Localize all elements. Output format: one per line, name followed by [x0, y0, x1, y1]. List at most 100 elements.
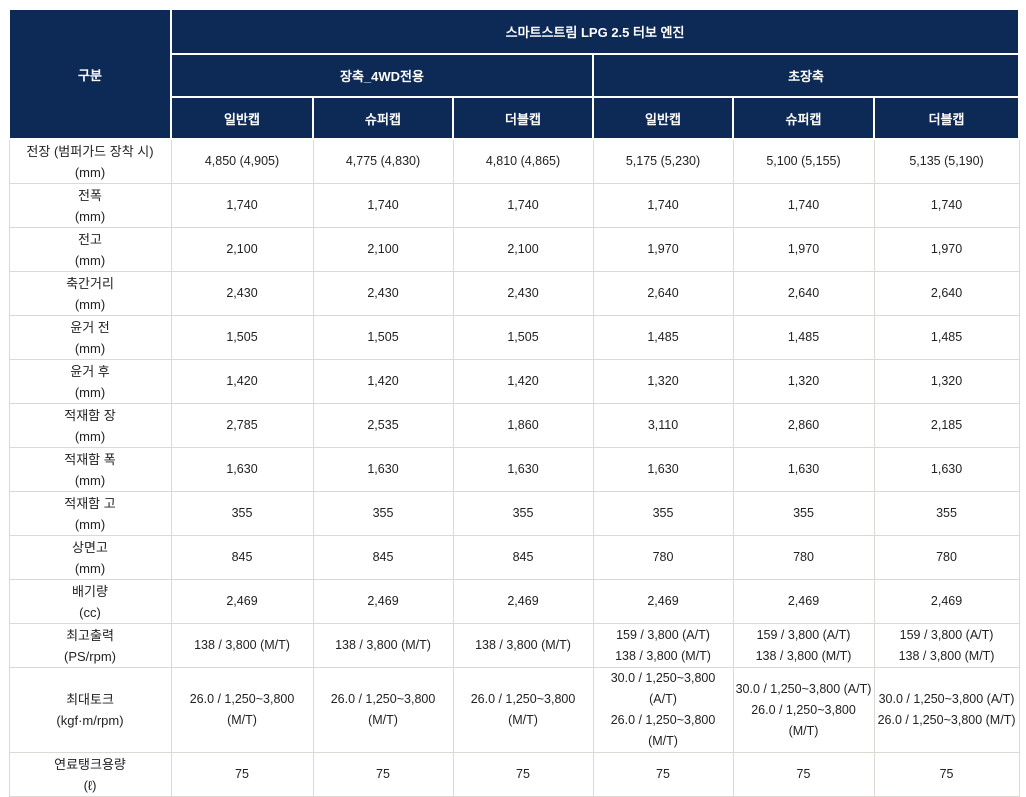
row-unit: (mm) — [74, 428, 106, 444]
spec-value-cell: 26.0 / 1,250~3,800 (M/T) — [170, 667, 314, 753]
spec-value-cell: 1,505 — [452, 315, 594, 360]
row-label: 최고출력 — [66, 627, 114, 643]
spec-value-cell: 26.0 / 1,250~3,800 (M/T) — [452, 667, 594, 753]
spec-value-cell: 4,810 (4,865) — [452, 138, 594, 184]
spec-value-cell: 2,430 — [452, 271, 594, 316]
spec-value-cell: 159 / 3,800 (A/T) 138 / 3,800 (M/T) — [732, 623, 875, 668]
row-label: 윤거 후 — [70, 363, 110, 379]
row-label-cell: 배기량 (cc) — [8, 579, 172, 624]
table-row: 윤거 전 (mm) 1,505 1,505 1,505 1,485 1,485 1,485 — [8, 315, 1020, 360]
table-row: 축간거리 (mm) 2,430 2,430 2,430 2,640 2,640 2,640 — [8, 271, 1020, 316]
category-header: 구분 — [8, 8, 172, 140]
table-row: 최고출력 (PS/rpm) 138 / 3,800 (M/T) 138 / 3,8… — [8, 623, 1020, 668]
row-label: 연료탱크용량 — [54, 756, 126, 772]
row-unit: (mm) — [74, 340, 106, 356]
row-label-cell: 전고 (mm) — [8, 227, 172, 272]
table-row: 전고 (mm) 2,100 2,100 2,100 1,970 1,970 1,970 — [8, 227, 1020, 272]
spec-value-cell: 1,505 — [312, 315, 454, 360]
spec-value-cell: 4,775 (4,830) — [312, 138, 454, 184]
spec-value-cell: 845 — [452, 535, 594, 580]
spec-value-cell: 1,630 — [592, 447, 734, 492]
spec-value-cell: 5,175 (5,230) — [592, 138, 734, 184]
header-row-cab: 일반캡 슈퍼캡 더블캡 일반캡 슈퍼캡 더블캡 — [9, 96, 1021, 140]
spec-value-cell: 2,469 — [732, 579, 875, 624]
table-row: 적재함 고 (mm) 355 355 355 355 355 355 — [8, 491, 1020, 536]
spec-value-cell: 1,630 — [312, 447, 454, 492]
table-row: 배기량 (cc) 2,469 2,469 2,469 2,469 2,469 2,469 — [8, 579, 1020, 624]
row-label-cell: 상면고 (mm) — [8, 535, 172, 580]
spec-value-cell: 138 / 3,800 (M/T) — [170, 623, 314, 668]
spec-value-cell: 159 / 3,800 (A/T) 138 / 3,800 (M/T) — [592, 623, 734, 668]
table-row: 전폭 (mm) 1,740 1,740 1,740 1,740 1,740 1,740 — [8, 183, 1020, 228]
spec-value-cell: 2,640 — [873, 271, 1020, 316]
spec-value-cell: 2,430 — [170, 271, 314, 316]
cab-header: 더블캡 — [872, 96, 1021, 140]
spec-value-cell: 1,740 — [732, 183, 875, 228]
spec-value-cell: 1,485 — [732, 315, 875, 360]
spec-value-cell: 1,420 — [170, 359, 314, 404]
spec-value-cell: 780 — [592, 535, 734, 580]
spec-value-cell: 138 / 3,800 (M/T) — [452, 623, 594, 668]
row-label: 적재함 폭 — [64, 451, 116, 467]
spec-value-cell: 1,505 — [170, 315, 314, 360]
cab-header: 더블캡 — [452, 96, 594, 140]
cab-header: 일반캡 — [170, 96, 314, 140]
spec-value-cell: 5,100 (5,155) — [732, 138, 875, 184]
spec-value-cell: 2,100 — [452, 227, 594, 272]
row-label-cell: 최고출력 (PS/rpm) — [8, 623, 172, 668]
table-row: 최대토크 (kgf·m/rpm) 26.0 / 1,250~3,800 (M/T… — [8, 667, 1020, 753]
spec-value-cell: 5,135 (5,190) — [873, 138, 1020, 184]
table-row: 적재함 폭 (mm) 1,630 1,630 1,630 1,630 1,630 1,63… — [8, 447, 1020, 492]
cab-header: 슈퍼캡 — [732, 96, 875, 140]
spec-value-cell: 1,970 — [732, 227, 875, 272]
row-unit: (PS/rpm) — [64, 648, 116, 664]
spec-value-cell: 1,420 — [452, 359, 594, 404]
spec-value-cell: 1,860 — [452, 403, 594, 448]
row-label: 전장 (범퍼가드 장착 시) — [26, 143, 154, 159]
row-label-cell: 최대토크 (kgf·m/rpm) — [8, 667, 172, 753]
group-header-extra-long: 초장축 — [591, 53, 1021, 98]
spec-value-cell: 2,100 — [312, 227, 454, 272]
spec-value-cell: 355 — [170, 491, 314, 536]
row-label: 적재함 장 — [64, 407, 116, 423]
spec-value-cell: 2,469 — [312, 579, 454, 624]
spec-value-cell: 75 — [732, 752, 875, 797]
table-row: 전장 (범퍼가드 장착 시) (mm) 4,850 (4,905) 4,775 (… — [8, 138, 1020, 184]
spec-value-cell: 2,430 — [312, 271, 454, 316]
spec-value-cell: 845 — [170, 535, 314, 580]
spec-value-cell: 75 — [312, 752, 454, 797]
spec-value-cell: 1,320 — [592, 359, 734, 404]
row-unit: (mm) — [74, 252, 106, 268]
row-label-cell: 전장 (범퍼가드 장착 시) (mm) — [8, 138, 172, 184]
spec-value-cell: 1,740 — [592, 183, 734, 228]
spec-value-cell: 1,630 — [170, 447, 314, 492]
row-unit: (mm) — [74, 472, 106, 488]
group-header-long-4wd: 장축_4WD전용 — [170, 53, 594, 98]
spec-value-cell: 3,110 — [592, 403, 734, 448]
row-label: 축간거리 — [66, 275, 114, 291]
row-label-cell: 적재함 장 (mm) — [8, 403, 172, 448]
row-unit: (cc) — [79, 604, 101, 620]
spec-value-cell: 2,535 — [312, 403, 454, 448]
spec-value-cell: 1,740 — [312, 183, 454, 228]
row-unit: (mm) — [74, 560, 106, 576]
table-row: 윤거 후 (mm) 1,420 1,420 1,420 1,320 1,320 1,320 — [8, 359, 1020, 404]
spec-value-cell: 1,740 — [170, 183, 314, 228]
spec-value-cell: 1,630 — [873, 447, 1020, 492]
spec-value-cell: 1,740 — [873, 183, 1020, 228]
row-label: 적재함 고 — [64, 495, 116, 511]
row-label-cell: 윤거 후 (mm) — [8, 359, 172, 404]
row-unit: (kgf·m/rpm) — [56, 713, 124, 728]
spec-value-cell: 75 — [592, 752, 734, 797]
row-label-cell: 축간거리 (mm) — [8, 271, 172, 316]
spec-value-cell: 75 — [170, 752, 314, 797]
row-label-cell: 전폭 (mm) — [8, 183, 172, 228]
spec-value-cell: 30.0 / 1,250~3,800 (A/T) 26.0 / 1,250~3,… — [873, 667, 1020, 753]
row-label-cell: 연료탱크용량 (ℓ) — [8, 752, 172, 797]
spec-value-cell: 1,630 — [732, 447, 875, 492]
spec-value-cell: 30.0 / 1,250~3,800 (A/T) 26.0 / 1,250~3,… — [592, 667, 734, 753]
spec-value-cell: 2,640 — [732, 271, 875, 316]
spec-value-cell: 1,320 — [732, 359, 875, 404]
spec-value-cell: 2,469 — [170, 579, 314, 624]
